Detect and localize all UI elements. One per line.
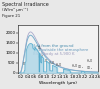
X-axis label: Wavelength (μm): Wavelength (μm) bbox=[39, 81, 77, 85]
Text: O$_3$: O$_3$ bbox=[22, 61, 27, 68]
Text: H$_2$O: H$_2$O bbox=[41, 58, 49, 65]
Text: Just from the ground: Just from the ground bbox=[33, 44, 74, 48]
Text: Figure 21: Figure 21 bbox=[2, 14, 20, 18]
Text: H$_2$O: H$_2$O bbox=[48, 59, 55, 67]
Text: H$_2$O: H$_2$O bbox=[37, 54, 45, 61]
Text: H$_2$O: H$_2$O bbox=[71, 63, 78, 70]
Text: O$_2$: O$_2$ bbox=[37, 44, 42, 52]
Text: Spectral Irradiance: Spectral Irradiance bbox=[2, 2, 49, 7]
Text: (W/m² μm⁻¹): (W/m² μm⁻¹) bbox=[2, 8, 28, 12]
Text: Just outside the atmosphere: Just outside the atmosphere bbox=[33, 48, 89, 52]
Text: H$_2$O
CO$_2$: H$_2$O CO$_2$ bbox=[86, 57, 94, 72]
Text: H$_2$O: H$_2$O bbox=[55, 61, 63, 69]
Text: Blackbody at 5,900 K: Blackbody at 5,900 K bbox=[33, 52, 75, 56]
Text: CO$_2$: CO$_2$ bbox=[77, 63, 84, 71]
